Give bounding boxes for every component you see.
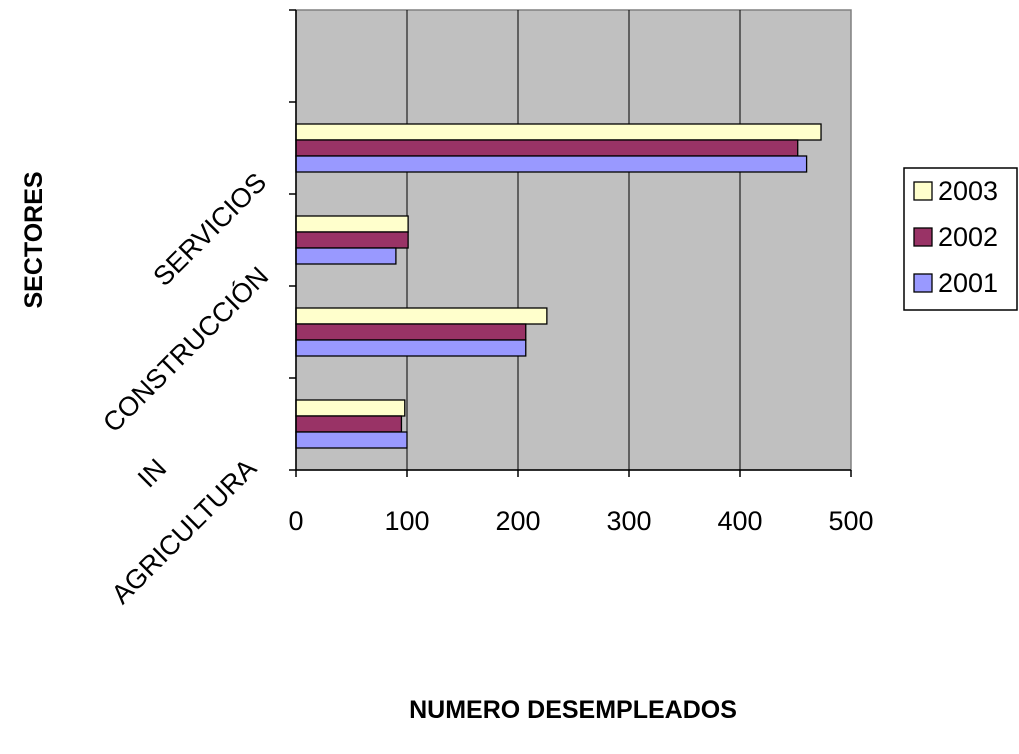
bar-2002	[295, 231, 409, 249]
bar-2002	[295, 323, 527, 341]
bar-2002	[295, 415, 403, 433]
x-tick-label: 200	[495, 506, 540, 536]
legend-label-2002: 2002	[938, 222, 998, 252]
x-tick-label: 400	[717, 506, 762, 536]
legend-label-2001: 2001	[938, 268, 998, 298]
legend-swatch-2003	[913, 181, 933, 201]
bar-2003	[295, 399, 406, 417]
bar-2003	[295, 307, 548, 325]
category-label: CONSTRUCCIÓN	[96, 260, 274, 438]
bar-2003	[295, 123, 822, 141]
bar-2002	[295, 139, 799, 157]
legend: 2003 2002 2001	[903, 167, 1018, 311]
legend-swatch-2001	[913, 273, 933, 293]
bar-2001	[295, 155, 808, 173]
category-label: AGRICULTURA	[106, 453, 263, 610]
bar-2003	[295, 215, 409, 233]
y-axis-title: SECTORES	[20, 171, 48, 308]
bar-2001	[295, 339, 527, 357]
x-tick-label: 500	[828, 506, 873, 536]
y-axis-ticks	[289, 9, 296, 471]
x-tick-label: 100	[384, 506, 429, 536]
bar-2001	[295, 431, 408, 449]
bars	[295, 123, 822, 449]
x-tick-label: 300	[606, 506, 651, 536]
category-label: IN	[132, 453, 172, 493]
x-axis-ticks: 0 100 200 300 400 500	[288, 470, 874, 536]
legend-swatch-2002	[913, 227, 933, 247]
legend-label-2003: 2003	[938, 176, 998, 206]
bar-2001	[295, 247, 397, 265]
x-axis-title: NUMERO DESEMPLEADOS	[409, 696, 737, 724]
x-tick-label: 0	[288, 506, 303, 536]
